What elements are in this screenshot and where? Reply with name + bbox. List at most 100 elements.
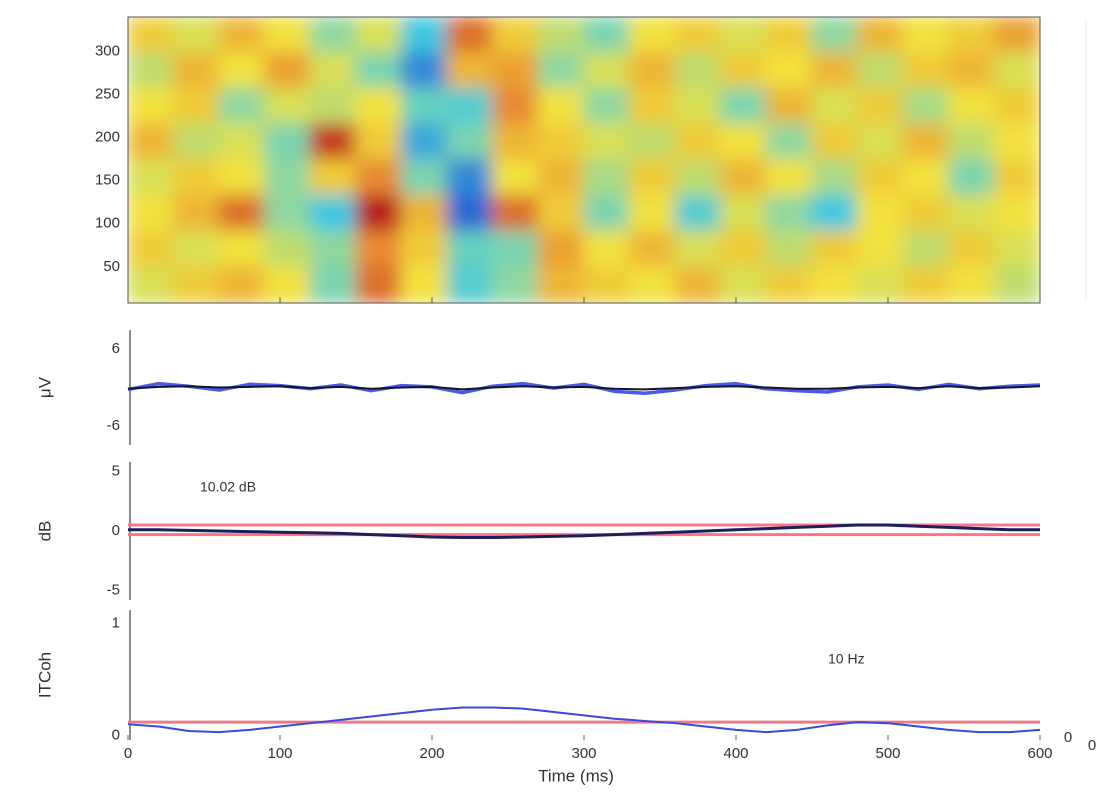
heat-cell — [993, 17, 1040, 54]
heat-cell — [400, 17, 449, 54]
heat-cell — [583, 194, 631, 233]
y-tick-label: -6 — [107, 417, 120, 434]
heat-cell — [674, 230, 722, 269]
heat-cell — [674, 87, 722, 126]
heat-cell — [309, 194, 357, 233]
heat-cell — [719, 123, 768, 161]
heat-cell — [446, 230, 494, 269]
heat-cell — [446, 17, 494, 54]
heat-cell — [583, 87, 631, 126]
heat-cell — [128, 87, 175, 126]
heat-cell — [993, 159, 1040, 197]
heat-cell — [218, 123, 266, 161]
heat-cell — [537, 51, 585, 90]
heat-cell — [446, 159, 494, 197]
y-axis-label: dB — [35, 521, 54, 542]
heat-cell — [765, 87, 813, 126]
y-tick-label: 200 — [95, 129, 120, 146]
heat-cell — [583, 51, 631, 90]
heat-cell — [309, 266, 357, 303]
heat-cell — [628, 87, 677, 126]
heat-cell — [719, 159, 768, 197]
heatmap-image — [128, 17, 1040, 303]
heat-cell — [765, 194, 813, 233]
heat-cell — [947, 87, 996, 126]
heat-cell — [172, 87, 221, 126]
heat-cell — [355, 194, 403, 233]
heat-cell — [491, 194, 540, 233]
heat-cell — [218, 266, 266, 303]
heat-cell — [902, 51, 950, 90]
heat-cell — [537, 266, 585, 303]
heat-cell — [537, 87, 585, 126]
heatmap-cells — [128, 17, 1040, 303]
heat-cell — [993, 266, 1040, 303]
heat-cell — [856, 230, 905, 269]
heat-cell — [355, 17, 403, 54]
heat-cell — [765, 266, 813, 303]
heat-cell — [309, 87, 357, 126]
heat-cell — [491, 159, 540, 197]
y-tick-label: 50 — [103, 258, 120, 275]
heat-cell — [263, 17, 312, 54]
x-tick-label: 200 — [419, 745, 444, 762]
heat-cell — [628, 194, 677, 233]
heat-cell — [811, 230, 859, 269]
x-tick-label: 400 — [723, 745, 748, 762]
heat-cell — [628, 159, 677, 197]
heat-cell — [993, 194, 1040, 233]
heat-cell — [218, 51, 266, 90]
heat-cell — [765, 230, 813, 269]
heat-cell — [902, 159, 950, 197]
heat-cell — [355, 159, 403, 197]
x-axis-label: Time (ms) — [538, 766, 614, 785]
heat-cell — [400, 266, 449, 303]
heat-cell — [263, 51, 312, 90]
heat-cell — [263, 123, 312, 161]
heat-cell — [947, 17, 996, 54]
heat-cell — [128, 194, 175, 233]
heat-cell — [856, 87, 905, 126]
heat-cell — [309, 17, 357, 54]
heat-cell — [811, 51, 859, 90]
heat-cell — [583, 159, 631, 197]
heat-cell — [628, 51, 677, 90]
heat-cell — [902, 194, 950, 233]
heat-cell — [902, 230, 950, 269]
heat-cell — [674, 194, 722, 233]
heat-cell — [400, 123, 449, 161]
heat-cell — [947, 123, 996, 161]
heat-cell — [172, 17, 221, 54]
heat-cell — [491, 230, 540, 269]
heat-cell — [947, 159, 996, 197]
heat-cell — [491, 123, 540, 161]
heat-cell — [128, 159, 175, 197]
x-tick-label: 300 — [571, 745, 596, 762]
heat-cell — [263, 159, 312, 197]
heat-cell — [719, 87, 768, 126]
heat-cell — [491, 87, 540, 126]
heat-cell — [263, 266, 312, 303]
y-tick-label: 0 — [112, 522, 120, 539]
y-tick-label: 6 — [112, 340, 120, 357]
heat-cell — [628, 230, 677, 269]
heat-cell — [583, 123, 631, 161]
heat-cell — [218, 159, 266, 197]
y-axis-label: μV — [35, 376, 54, 398]
heat-cell — [537, 230, 585, 269]
heat-cell — [765, 123, 813, 161]
heat-cell — [856, 159, 905, 197]
heat-cell — [218, 17, 266, 54]
heat-cell — [491, 51, 540, 90]
heat-cell — [263, 87, 312, 126]
heat-cell — [719, 17, 768, 54]
heat-cell — [400, 194, 449, 233]
heat-cell — [128, 51, 175, 90]
heat-cell — [674, 51, 722, 90]
heat-cell — [719, 51, 768, 90]
heat-cell — [765, 159, 813, 197]
heat-cell — [355, 266, 403, 303]
y-tick-label: 100 — [95, 215, 120, 232]
heat-cell — [446, 266, 494, 303]
